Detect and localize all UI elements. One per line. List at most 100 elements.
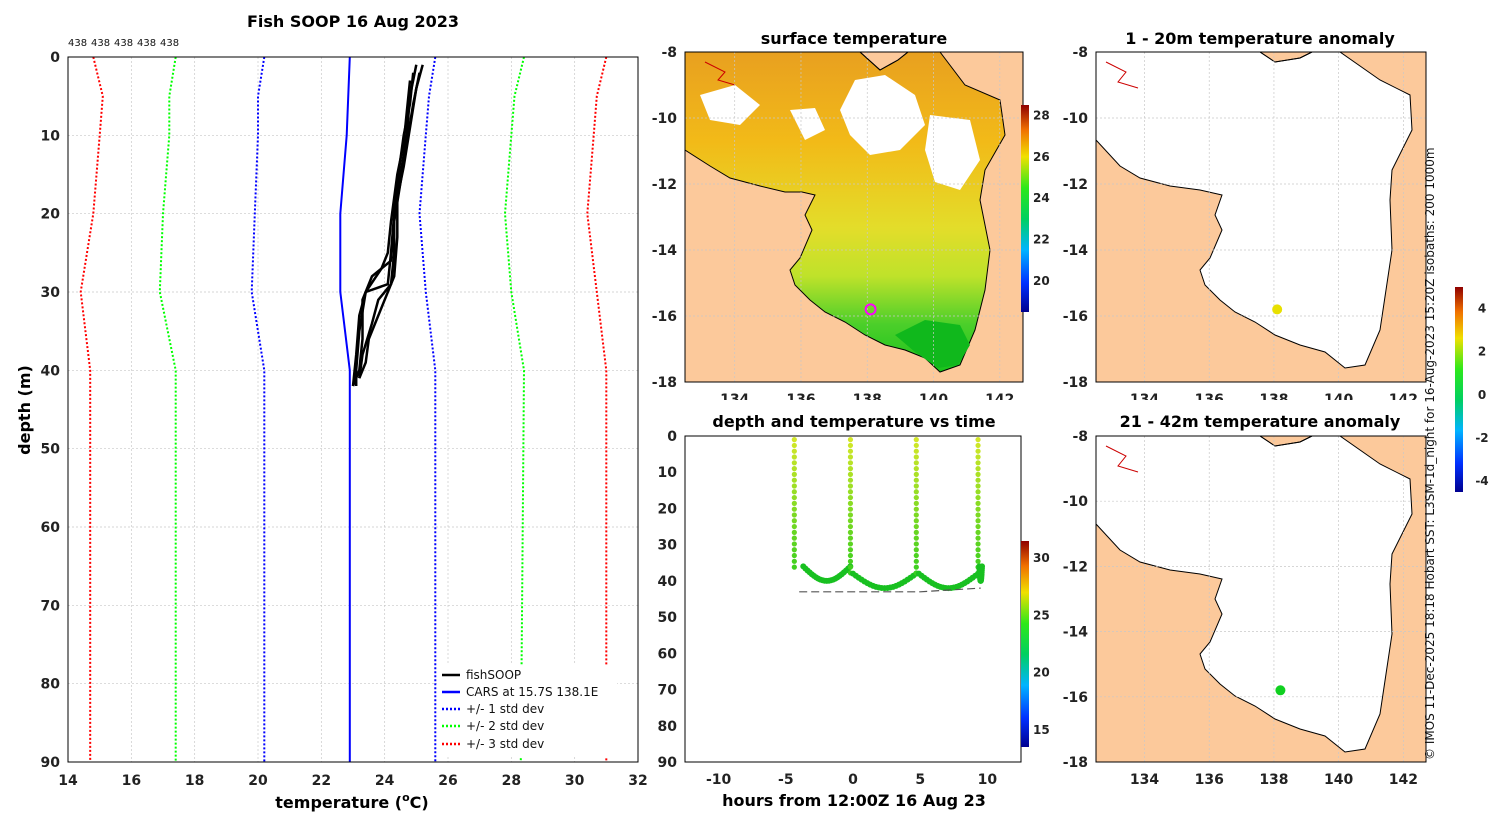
- anomaly-deep-title: 21 - 42m temperature anomaly: [1120, 412, 1401, 431]
- cloud-gaps: [700, 75, 980, 190]
- cast-sample-point: [847, 518, 854, 524]
- x-tick-label: 136: [1195, 392, 1224, 400]
- x-tick-label: 138: [853, 392, 882, 400]
- gulf-water: [1096, 52, 1413, 369]
- cast-sample-point: [847, 529, 854, 535]
- y-tick-label: -12: [1063, 177, 1088, 193]
- y-tick-label: 20: [658, 501, 678, 517]
- cast-sample-point: [975, 529, 981, 535]
- colorbar-tick-label: 24: [1033, 191, 1050, 205]
- x-tick-label: 142: [985, 392, 1014, 400]
- coastline-north: [859, 52, 909, 71]
- sst-map-chart: surface temperature 134 136 138 140 142 -8 -10…: [652, 29, 1050, 400]
- cast-sample-point: [913, 558, 919, 564]
- colorbar-tick-label: -4: [1475, 474, 1488, 488]
- anomaly-point: [1275, 685, 1286, 696]
- x-tick-label: 134: [720, 392, 749, 400]
- colorbar-tick-label: 4: [1478, 302, 1486, 316]
- anomaly-deep-chart: 21 - 42m temperature anomaly 134 136 138 14…: [1063, 412, 1427, 788]
- cast-sample-point: [913, 471, 919, 477]
- cast-sample-point: [979, 563, 986, 570]
- fishsoop-profile-line: [358, 64, 424, 379]
- y-tick-label: -14: [1063, 625, 1089, 641]
- profile-x-label: temperature (oC): [275, 791, 428, 812]
- y-tick-label: 20: [41, 207, 61, 223]
- cast-sample-point: [847, 477, 854, 483]
- coastline-north: [1259, 52, 1313, 63]
- top-count-label: 438: [68, 38, 87, 49]
- anomaly-colorbar: [1455, 287, 1463, 492]
- cast-sample-point: [975, 448, 981, 454]
- seafloor-depth-line: [799, 587, 981, 593]
- cars-climatology-line: [339, 56, 351, 762]
- cast-sample-point: [847, 552, 854, 559]
- colorbar-tick-label: 2: [1478, 345, 1486, 359]
- std-dev-lower-line: [250, 56, 266, 762]
- cast-sample-point: [791, 523, 797, 530]
- coastline-north: [1259, 436, 1313, 447]
- y-tick-label: -8: [661, 45, 677, 61]
- x-tick-label: 140: [1324, 392, 1353, 400]
- y-tick-label: 70: [658, 683, 678, 699]
- cast-sample-point: [791, 466, 797, 472]
- profile-y-label: depth (m): [15, 365, 34, 455]
- cast-sample-point: [847, 558, 854, 564]
- cast-sample-point: [975, 454, 981, 460]
- x-tick-label: 140: [1324, 772, 1353, 788]
- cast-sample-point: [975, 506, 981, 512]
- y-tick-label: 50: [41, 442, 61, 458]
- y-tick-label: -8: [1072, 429, 1088, 445]
- cast-sample-point: [847, 500, 854, 506]
- cast-sample-point: [847, 466, 854, 472]
- y-tick-label: -14: [1063, 243, 1089, 259]
- y-tick-label: 0: [667, 429, 677, 445]
- anomaly-shallow-title: 1 - 20m temperature anomaly: [1125, 29, 1395, 48]
- y-tick-label: 60: [658, 646, 678, 662]
- depth-time-chart: depth and temperature vs time -10 -5 0 5 10 0…: [658, 412, 1050, 810]
- profile-top-labels: 438 438 438 438 438: [68, 38, 179, 49]
- depth-time-x-label: hours from 12:00Z 16 Aug 23: [722, 791, 986, 810]
- x-tick-label: 138: [1259, 392, 1288, 400]
- top-count-label: 438: [91, 38, 110, 49]
- cast-sample-point: [791, 500, 797, 506]
- y-tick-label: -12: [1063, 559, 1088, 575]
- y-tick-label: -16: [652, 309, 677, 325]
- std-dev-upper-line: [503, 56, 526, 763]
- cast-sample-point: [975, 471, 981, 477]
- colorbar-tick-label: 22: [1033, 233, 1050, 247]
- colorbar-tick-label: 0: [1478, 388, 1486, 402]
- legend-fishsoop: fishSOOP: [466, 668, 521, 682]
- cast-sample-point: [913, 483, 919, 489]
- cast-sample-point: [975, 535, 981, 541]
- cast-sample-point: [847, 483, 854, 489]
- cast-sample-point: [975, 541, 981, 547]
- gulf-water: [1096, 436, 1413, 753]
- cast-sample-point: [975, 512, 981, 518]
- cast-sample-point: [847, 535, 854, 541]
- y-tick-label: -18: [1063, 755, 1088, 771]
- cast-sample-point: [975, 489, 981, 495]
- y-tick-label: -12: [652, 177, 677, 193]
- profile-title: Fish SOOP 16 Aug 2023: [247, 12, 459, 31]
- profile-axes-frame: [67, 56, 639, 763]
- colorbar-tick-label: -2: [1475, 431, 1488, 445]
- cast-sample-point: [791, 442, 797, 449]
- cast-sample-point: [791, 483, 797, 489]
- legend-std3: +/- 3 std dev: [466, 737, 544, 751]
- cast-sample-point: [791, 558, 797, 564]
- y-tick-label: 10: [41, 128, 61, 144]
- anomaly-shallow-axes-frame: [1095, 51, 1427, 383]
- cast-sample-point: [913, 454, 919, 460]
- x-tick-label: 0: [848, 772, 858, 788]
- cast-sample-point: [791, 448, 797, 454]
- fishsoop-profile-line: [351, 72, 421, 387]
- cast-sample-point: [791, 460, 797, 466]
- cast-sample-point: [913, 460, 919, 466]
- cast-sample-point: [847, 512, 854, 518]
- colorbar-tick-label: 15: [1033, 723, 1050, 737]
- top-count-label: 438: [137, 38, 156, 49]
- fishsoop-profile-line: [351, 80, 412, 387]
- cast-sample-point: [847, 523, 854, 530]
- x-tick-label: 134: [1130, 772, 1159, 788]
- x-tick-label: 32: [628, 773, 647, 789]
